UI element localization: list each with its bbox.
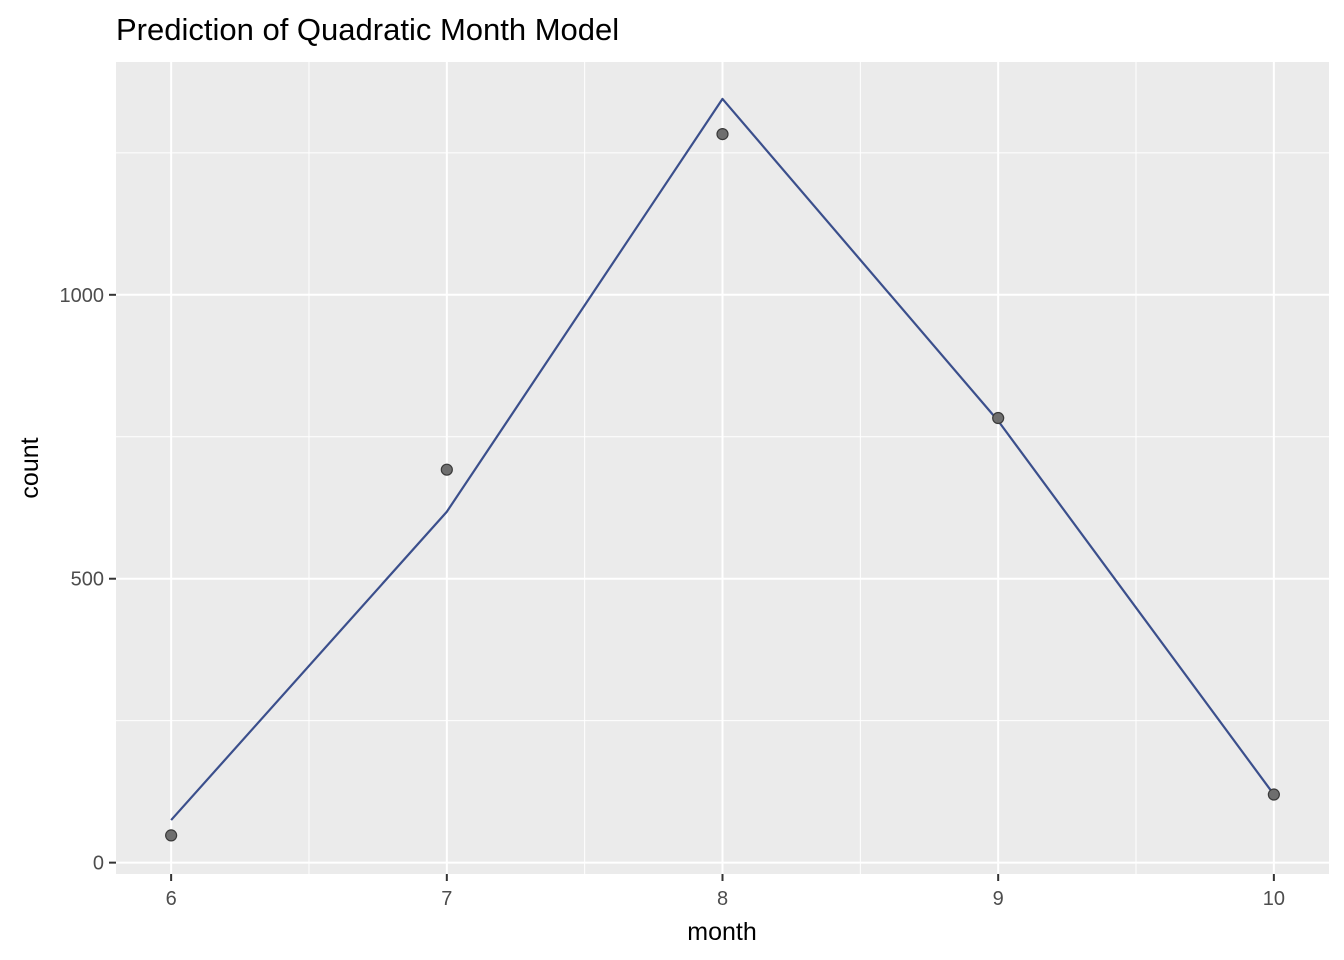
prediction-line bbox=[170, 97, 1275, 821]
x-axis-title: month bbox=[687, 918, 756, 946]
x-tick-label: 10 bbox=[1263, 888, 1285, 910]
prediction-line-layer bbox=[170, 97, 1275, 821]
x-tick-label: 6 bbox=[166, 888, 177, 910]
data-point bbox=[165, 829, 178, 842]
major-gridlines bbox=[116, 62, 1329, 874]
data-point bbox=[1267, 788, 1280, 801]
y-axis-ticks: 0 500 1000 bbox=[60, 285, 116, 875]
y-tick-label: 0 bbox=[93, 853, 104, 875]
y-tick-label: 500 bbox=[71, 569, 104, 591]
x-tick-label: 9 bbox=[993, 888, 1004, 910]
chart-title: Prediction of Quadratic Month Model bbox=[116, 12, 620, 47]
data-point bbox=[440, 463, 453, 476]
y-tick-label: 1000 bbox=[60, 285, 105, 307]
x-tick-label: 8 bbox=[717, 888, 728, 910]
x-tick-label: 7 bbox=[441, 888, 452, 910]
x-axis-ticks: 6 7 8 9 10 bbox=[166, 874, 1285, 910]
data-point bbox=[716, 128, 729, 141]
y-axis-title: count bbox=[16, 437, 44, 498]
observed-points-layer bbox=[165, 128, 1280, 842]
data-point bbox=[992, 411, 1005, 425]
